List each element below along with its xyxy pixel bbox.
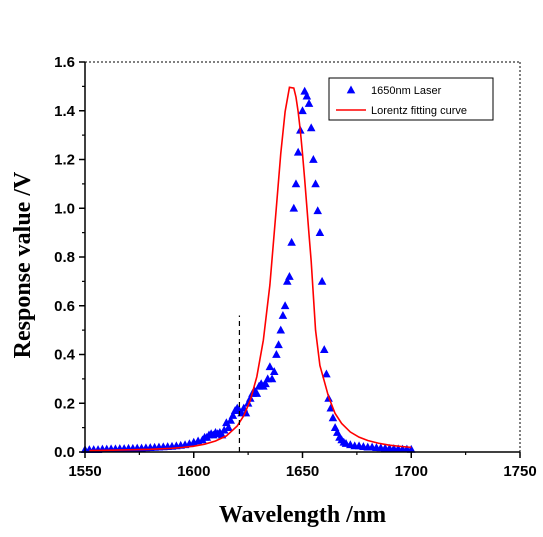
scatter-point	[278, 311, 288, 319]
legend: 1650nm Laser Lorentz fitting curve	[328, 77, 494, 121]
legend-box	[328, 77, 494, 121]
scatter-point	[302, 91, 312, 100]
scatter-point	[267, 374, 277, 383]
scatter-point	[317, 276, 327, 285]
y-tick-label: 1.2	[54, 152, 75, 169]
scatter-point	[285, 272, 294, 280]
x-tick-label: 1650	[286, 463, 319, 480]
y-tick-label: 1.0	[54, 200, 75, 217]
x-axis-title: Wavelength /nm	[219, 502, 386, 528]
legend-label-scatter: 1650nm Laser	[371, 85, 442, 97]
y-tick-label: 0.4	[54, 347, 76, 364]
scatter-point	[313, 206, 322, 215]
axes-layer: 1550 1600 1650 1700 1750 0.0 0.2 0.4 0.6 0.8 1.0 1.…	[54, 54, 537, 480]
y-axis-title: Response value /V	[10, 171, 36, 358]
x-tick-label: 1550	[68, 463, 101, 480]
scatter-point	[274, 340, 283, 349]
scatter-point	[306, 123, 316, 132]
scatter-point	[298, 106, 307, 115]
scatter-point	[315, 228, 325, 236]
scatter-point	[243, 398, 253, 407]
scatter-point	[283, 276, 292, 285]
scatter-point	[280, 301, 290, 310]
scatter-point	[276, 325, 286, 334]
scatter-point	[328, 413, 338, 422]
legend-label-curve: Lorentz fitting curve	[371, 105, 467, 117]
scatter-point	[228, 410, 238, 419]
scatter-point	[289, 203, 299, 212]
scatter-point	[272, 350, 281, 358]
scatter-point	[252, 389, 262, 397]
y-tick-label: 0.6	[54, 298, 75, 315]
scatter-point	[311, 179, 320, 188]
y-tick-label: 1.4	[54, 103, 76, 120]
scatter-point	[265, 362, 275, 371]
scatter-point	[219, 425, 229, 434]
x-tick-label: 1750	[503, 463, 536, 480]
curve-layer	[89, 86, 412, 452]
legend-marker-triangle-icon	[346, 85, 356, 94]
y-tick-label: 1.6	[54, 54, 75, 71]
scatter-point	[261, 379, 270, 388]
x-tick-label: 1600	[177, 463, 210, 480]
scatter-point	[226, 415, 235, 424]
scatter-point	[304, 98, 314, 107]
y-tick-label: 0.0	[54, 444, 75, 461]
scatter-point	[322, 369, 331, 378]
scatter-point	[291, 179, 301, 188]
markers-layer	[80, 86, 416, 453]
scatter-point	[287, 237, 296, 246]
scatter-point	[269, 367, 279, 375]
scatter-point	[224, 423, 233, 431]
scatter-point	[319, 345, 329, 353]
scatter-point	[406, 444, 416, 453]
series-line-lorentz	[89, 86, 412, 452]
scatter-point	[293, 147, 303, 156]
y-tick-label: 0.8	[54, 249, 75, 266]
scatter-point	[309, 155, 318, 163]
y-tick-label: 0.2	[54, 395, 75, 412]
x-tick-label: 1700	[395, 463, 428, 480]
